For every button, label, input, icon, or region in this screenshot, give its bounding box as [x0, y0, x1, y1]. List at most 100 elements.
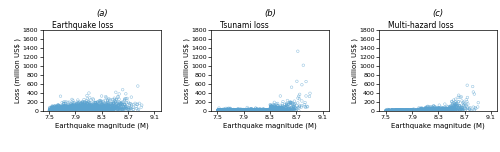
Point	[393, 110, 401, 112]
Point	[230, 110, 238, 112]
Point	[408, 109, 416, 111]
Point	[244, 110, 252, 112]
Point	[230, 110, 238, 112]
Point	[60, 110, 68, 112]
Point	[127, 109, 135, 111]
Point	[234, 110, 241, 112]
Point	[48, 107, 56, 110]
Point	[256, 110, 264, 112]
Point	[428, 109, 436, 111]
Point	[224, 109, 232, 112]
Point	[232, 110, 240, 112]
Point	[226, 110, 234, 112]
Point	[400, 109, 408, 112]
Point	[262, 110, 270, 112]
Point	[221, 109, 229, 112]
Point	[100, 110, 108, 112]
Point	[75, 108, 83, 111]
Point	[427, 109, 435, 111]
Point	[50, 109, 58, 111]
Point	[416, 109, 424, 112]
Point	[222, 110, 230, 112]
Point	[94, 108, 102, 110]
Point	[58, 110, 66, 112]
Point	[244, 108, 252, 111]
Point	[408, 110, 416, 112]
Point	[422, 110, 430, 112]
Point	[253, 109, 261, 111]
Point	[402, 109, 409, 111]
Point	[408, 109, 416, 112]
Point	[400, 110, 408, 112]
Point	[240, 109, 248, 112]
Point	[64, 105, 72, 108]
Point	[104, 109, 112, 112]
Point	[400, 109, 408, 112]
Point	[72, 110, 80, 112]
Point	[236, 109, 244, 112]
Point	[237, 110, 245, 112]
Point	[245, 109, 253, 112]
Point	[216, 110, 224, 112]
Point	[88, 109, 96, 111]
Point	[245, 109, 253, 111]
Point	[235, 109, 243, 112]
Point	[220, 109, 228, 111]
Point	[408, 109, 416, 112]
Point	[415, 109, 423, 111]
Point	[229, 109, 237, 112]
Point	[394, 109, 402, 112]
Point	[266, 109, 274, 111]
Point	[238, 109, 246, 112]
Point	[444, 110, 452, 112]
Point	[263, 109, 271, 111]
Point	[274, 109, 282, 112]
Point	[240, 109, 248, 112]
Point	[456, 106, 464, 109]
Point	[234, 110, 242, 112]
Point	[237, 109, 245, 112]
Point	[71, 108, 79, 111]
Point	[76, 109, 84, 112]
Point	[69, 109, 77, 112]
Point	[226, 109, 234, 111]
Point	[426, 109, 434, 111]
Point	[388, 109, 396, 112]
Point	[50, 109, 58, 112]
Point	[228, 110, 236, 112]
Point	[406, 109, 414, 112]
Point	[79, 108, 87, 110]
Point	[412, 110, 420, 112]
Point	[244, 109, 252, 112]
Point	[416, 110, 424, 112]
Point	[62, 110, 70, 112]
Point	[409, 110, 417, 112]
Point	[235, 109, 243, 112]
Point	[414, 109, 422, 112]
Point	[232, 109, 240, 112]
Point	[53, 108, 61, 111]
Point	[105, 107, 113, 109]
Point	[71, 109, 79, 111]
Point	[257, 109, 265, 112]
Point	[426, 109, 434, 112]
Point	[229, 109, 237, 112]
Point	[424, 109, 432, 111]
Point	[404, 110, 412, 112]
Point	[390, 110, 398, 112]
Point	[240, 110, 248, 112]
Point	[122, 98, 130, 100]
Point	[260, 110, 268, 112]
Point	[88, 110, 96, 112]
Point	[102, 106, 110, 109]
Point	[78, 109, 86, 112]
Point	[74, 106, 82, 109]
Point	[76, 108, 84, 111]
Point	[214, 109, 222, 112]
Point	[76, 106, 84, 109]
Point	[248, 110, 256, 112]
Point	[90, 109, 98, 112]
Point	[216, 109, 224, 112]
Point	[247, 110, 255, 112]
Point	[240, 110, 248, 112]
